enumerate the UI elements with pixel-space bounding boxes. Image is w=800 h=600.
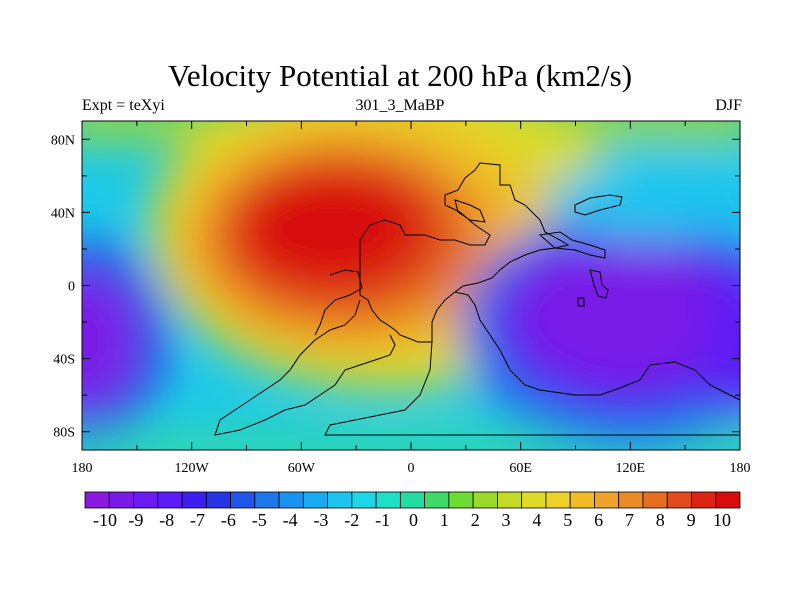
coastline-island-ne — [574, 194, 623, 216]
colorbar-box — [133, 491, 159, 509]
coastline-island-se — [589, 269, 609, 299]
colorbar-box — [351, 491, 377, 509]
colorbar-label: -10 — [93, 510, 117, 530]
colorbar-box — [715, 491, 741, 509]
colorbar-box — [205, 491, 231, 509]
colorbar-label: 4 — [532, 510, 541, 530]
coastline-island-e — [538, 231, 606, 259]
colorbar-label: 8 — [656, 510, 665, 530]
colorbar-label: -5 — [252, 510, 267, 530]
colorbar-box — [424, 491, 450, 509]
x-tick-label: 180 — [72, 461, 93, 476]
coastline-southwest — [214, 299, 396, 436]
colorbar-box — [108, 491, 134, 509]
colorbar-label: 3 — [502, 510, 511, 530]
coastline-south — [324, 291, 740, 436]
colorbar-box — [545, 491, 571, 509]
colorbar-label: 6 — [594, 510, 603, 530]
coastline-islet — [577, 297, 585, 307]
colorbar-box — [327, 491, 353, 509]
colorbar-box — [157, 491, 183, 509]
map-field — [82, 121, 740, 450]
colorbar-box — [278, 491, 304, 509]
colorbar-label: -1 — [375, 510, 390, 530]
coastlines — [214, 162, 740, 436]
colorbar-label: -2 — [344, 510, 359, 530]
colorbar-label: 7 — [625, 510, 634, 530]
x-tick-label: 120E — [616, 461, 646, 476]
colorbar: -10 -9 -8 -7 -6 -5 -4 -3 -2 -1 0 1 2 3 4 5 6 7 8 9 10 — [84, 491, 741, 530]
coastline-north — [359, 162, 570, 343]
colorbar-box — [181, 491, 207, 509]
colorbar-box — [84, 491, 110, 509]
field-ne-cyan — [545, 160, 740, 240]
colorbar-box — [302, 491, 328, 509]
field-east-edge — [705, 260, 740, 420]
y-tick-label: 80S — [53, 426, 75, 441]
colorbar-box — [594, 491, 620, 509]
colorbar-label: 1 — [440, 510, 449, 530]
colorbar-label: 2 — [471, 510, 480, 530]
left-string: Expt = teXyi — [82, 97, 165, 114]
colorbar-label: -7 — [190, 510, 205, 530]
x-tick-label: 60W — [288, 461, 316, 476]
chart-title: Velocity Potential at 200 hPa (km2/s) — [167, 58, 633, 93]
field-negative-purple — [510, 240, 740, 390]
y-tick-label: 0 — [68, 280, 75, 295]
colorbar-label: -4 — [283, 510, 298, 530]
axes: 180 120W 60W 0 60E 120E 180 80N 40N 0 40S 80S — [51, 121, 751, 476]
colorbar-box — [521, 491, 547, 509]
colorbar-box — [399, 491, 426, 509]
colorbar-label: -8 — [159, 510, 174, 530]
center-string: 301_3_MaBP — [355, 97, 445, 114]
coastline-peninsula — [314, 269, 363, 336]
right-string: DJF — [715, 97, 742, 114]
colorbar-label: -6 — [221, 510, 236, 530]
field-positive-red — [235, 166, 425, 290]
colorbar-box — [666, 491, 692, 509]
colorbar-box — [497, 491, 523, 509]
colorbar-label: 0 — [409, 510, 418, 530]
colorbar-label: -3 — [313, 510, 328, 530]
y-tick-label: 40N — [51, 206, 75, 221]
colorbar-box — [254, 491, 280, 509]
coastline-inlet — [454, 199, 486, 223]
colorbar-label: -9 — [128, 510, 143, 530]
y-tick-label: 80N — [51, 133, 75, 148]
colorbar-box — [618, 491, 644, 509]
x-tick-label: 60E — [509, 461, 532, 476]
colorbar-box — [448, 491, 474, 509]
colorbar-box — [569, 491, 595, 509]
colorbar-label: 10 — [713, 510, 731, 530]
colorbar-box — [472, 491, 498, 509]
field-west-purple — [82, 270, 140, 410]
colorbar-box — [375, 491, 401, 509]
colorbar-box — [230, 491, 256, 509]
y-tick-label: 40S — [53, 353, 75, 368]
x-tick-label: 180 — [730, 461, 751, 476]
colorbar-box — [642, 491, 668, 509]
colorbar-label: 9 — [687, 510, 696, 530]
colorbar-box — [691, 491, 717, 509]
x-tick-label: 120W — [175, 461, 210, 476]
colorbar-label: 5 — [563, 510, 572, 530]
x-tick-label: 0 — [408, 461, 415, 476]
